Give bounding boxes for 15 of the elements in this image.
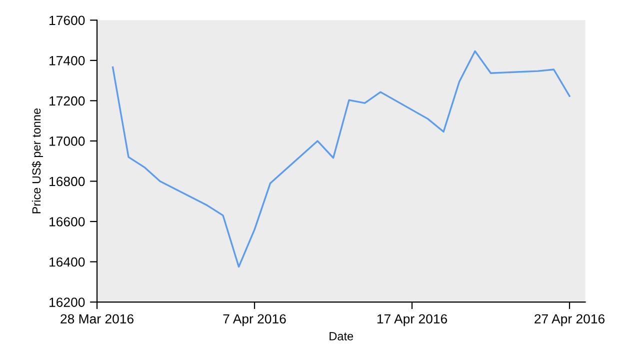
y-tick-label: 17600 <box>50 16 85 26</box>
y-tick-label: 17200 <box>50 96 85 106</box>
y-tick-label: 16400 <box>50 257 85 267</box>
x-tick-label: 28 Mar 2016 <box>60 314 134 324</box>
y-tick-label: 16800 <box>50 176 85 186</box>
y-tick-label: 17400 <box>50 56 85 66</box>
y-axis-title: Price US$ per tonne <box>32 108 43 214</box>
x-tick-label: 7 Apr 2016 <box>223 314 286 326</box>
x-tick-label: 17 Apr 2016 <box>377 314 448 326</box>
y-tick-label: 16600 <box>50 217 85 226</box>
y-tick-label: 16200 <box>50 298 85 307</box>
y-tick-label: 17000 <box>50 136 85 146</box>
line-series <box>112 50 570 268</box>
x-axis-title: Date <box>330 332 354 340</box>
x-tick-label: 27 Apr 2016 <box>534 314 605 326</box>
